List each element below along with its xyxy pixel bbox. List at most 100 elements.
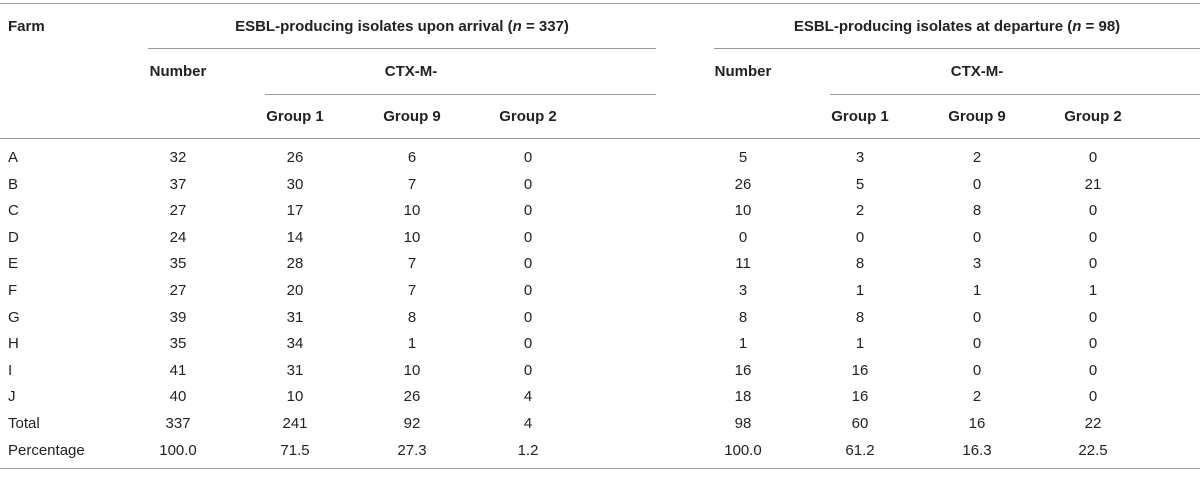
departure-value: 0 [738,229,748,246]
farm-label: E [8,255,19,272]
arrival-title-prefix: ESBL-producing isolates upon arrival ( [235,18,513,35]
departure-value: 0 [972,176,982,193]
departure-value: 60 [851,415,869,432]
arrival-group2-header: Group 2 [499,108,557,125]
arrival-value: 41 [169,362,187,379]
departure-value: 8 [972,202,982,219]
arrival-value: 4 [523,415,533,432]
arrival-value: 0 [523,229,533,246]
arrival-value: 24 [169,229,187,246]
farm-label: B [8,176,19,193]
departure-value: 22.5 [1078,442,1108,459]
departure-value: 16 [851,388,869,405]
departure-value: 2 [972,149,982,166]
departure-title-rule [714,48,1200,49]
arrival-value: 30 [286,176,304,193]
farm-label: H [8,335,19,352]
arrival-value: 7 [407,282,417,299]
farm-header: Farm [8,18,45,35]
departure-value: 0 [1088,229,1098,246]
arrival-group-title: ESBL-producing isolates upon arrival (n … [235,18,569,36]
farm-label: Percentage [8,442,85,459]
departure-value: 1 [738,335,748,352]
arrival-group9-header: Group 9 [383,108,441,125]
departure-value: 100.0 [724,442,762,459]
departure-value: 3 [972,255,982,272]
arrival-value: 100.0 [159,442,197,459]
arrival-value: 34 [286,335,304,352]
arrival-value: 26 [403,388,421,405]
arrival-value: 337 [165,415,191,432]
departure-group1-header: Group 1 [831,108,889,125]
departure-value: 8 [738,309,748,326]
departure-value: 21 [1084,176,1102,193]
arrival-value: 0 [523,176,533,193]
departure-value: 16.3 [962,442,992,459]
departure-value: 1 [1088,282,1098,299]
arrival-value: 8 [407,309,417,326]
arrival-value: 7 [407,255,417,272]
departure-value: 8 [855,255,865,272]
arrival-value: 1 [407,335,417,352]
farm-label: G [8,309,20,326]
arrival-value: 92 [403,415,421,432]
departure-value: 3 [855,149,865,166]
arrival-value: 39 [169,309,187,326]
departure-value: 3 [738,282,748,299]
departure-value: 61.2 [845,442,875,459]
arrival-value: 35 [169,335,187,352]
departure-value: 8 [855,309,865,326]
departure-value: 0 [972,229,982,246]
arrival-title-suffix: = 337) [521,18,569,35]
departure-value: 0 [1088,309,1098,326]
departure-value: 0 [855,229,865,246]
bottom-rule [0,468,1200,469]
arrival-value: 0 [523,309,533,326]
arrival-value: 0 [523,202,533,219]
departure-value: 22 [1084,415,1102,432]
arrival-value: 10 [286,388,304,405]
arrival-value: 40 [169,388,187,405]
departure-number-header: Number [714,63,772,80]
departure-value: 0 [972,335,982,352]
arrival-value: 0 [523,282,533,299]
departure-title-suffix: = 98) [1081,18,1121,35]
arrival-title-n: n [512,18,522,35]
departure-title-prefix: ESBL-producing isolates at departure ( [793,18,1073,35]
arrival-value: 37 [169,176,187,193]
arrival-group1-header: Group 1 [266,108,324,125]
departure-ctx-header: CTX-M- [950,63,1004,80]
departure-value: 0 [972,309,982,326]
arrival-value: 1.2 [517,442,539,459]
arrival-value: 241 [282,415,308,432]
arrival-value: 14 [286,229,304,246]
arrival-value: 7 [407,176,417,193]
departure-value: 5 [738,149,748,166]
departure-value: 0 [1088,255,1098,272]
arrival-value: 20 [286,282,304,299]
arrival-value: 17 [286,202,304,219]
departure-group2-header: Group 2 [1064,108,1122,125]
arrival-value: 27.3 [397,442,427,459]
arrival-value: 27 [169,282,187,299]
departure-value: 1 [855,335,865,352]
arrival-value: 31 [286,309,304,326]
farm-label: F [8,282,18,299]
departure-value: 5 [855,176,865,193]
arrival-value: 26 [286,149,304,166]
arrival-value: 10 [403,362,421,379]
farm-label: I [8,362,13,379]
departure-value: 11 [735,255,751,272]
arrival-value: 35 [169,255,187,272]
departure-group9-header: Group 9 [948,108,1006,125]
arrival-value: 0 [523,255,533,272]
arrival-value: 31 [286,362,304,379]
farm-label: A [8,149,19,166]
departure-value: 0 [1088,149,1098,166]
farm-label: C [8,202,19,219]
arrival-value: 6 [407,149,417,166]
arrival-value: 10 [403,202,421,219]
departure-value: 2 [972,388,982,405]
arrival-number-header: Number [149,63,207,80]
departure-value: 2 [855,202,865,219]
